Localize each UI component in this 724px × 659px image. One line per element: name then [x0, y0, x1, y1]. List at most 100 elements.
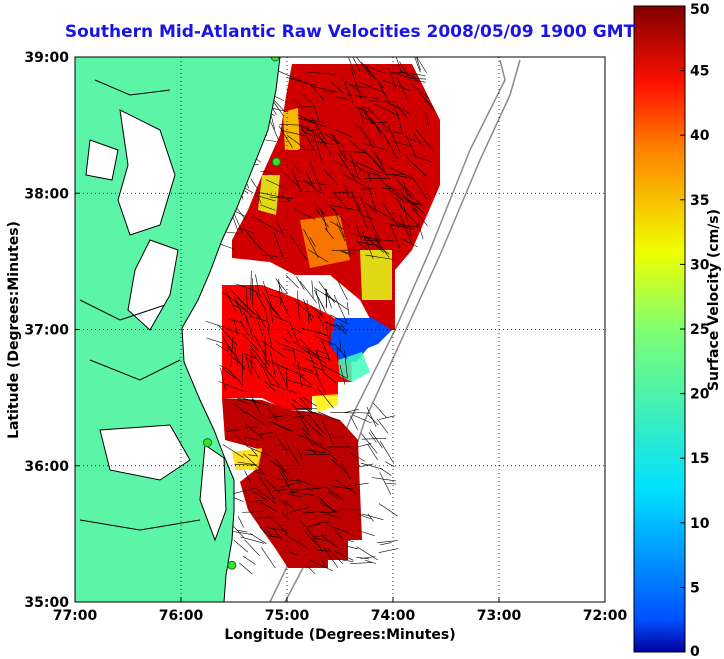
velocity-vector [297, 447, 303, 460]
velocity-vector [399, 70, 417, 80]
velocity-vector [362, 148, 381, 169]
velocity-vector [329, 205, 351, 229]
velocity-vector [222, 444, 244, 458]
velocity-vector [338, 509, 361, 511]
velocity-vector [285, 379, 312, 388]
velocity-vector [233, 213, 243, 233]
velocity-vector [374, 171, 394, 195]
velocity-vector [220, 367, 226, 392]
velocity-vector [308, 249, 328, 263]
velocity-vector [383, 134, 399, 161]
velocity-vector [392, 191, 405, 203]
velocity-vector [222, 291, 247, 310]
velocity-vector [374, 103, 399, 116]
velocity-vector [379, 440, 395, 464]
velocity-vector [290, 487, 310, 493]
velocity-vector [399, 189, 419, 213]
velocity-vector [281, 511, 289, 520]
velocity-vector [312, 442, 333, 454]
velocity-vector [228, 318, 242, 323]
velocity-vector [264, 380, 275, 391]
velocity-vector [339, 340, 342, 352]
velocity-vector [259, 526, 266, 535]
velocity-vector [350, 154, 359, 177]
velocity-vector [274, 458, 286, 473]
velocity-vector [365, 203, 376, 213]
velocity-vector [355, 161, 382, 174]
velocity-vector [396, 76, 409, 101]
velocity-vector [358, 107, 371, 109]
velocity-vector [259, 477, 275, 500]
velocity-vector [313, 537, 327, 542]
velocity-vector [310, 533, 323, 552]
velocity-vector [295, 180, 327, 186]
velocity-vector [253, 334, 267, 358]
velocity-vector [294, 209, 316, 220]
velocity-vector [367, 108, 388, 129]
velocity-vector [344, 408, 359, 414]
velocity-vector [231, 304, 248, 312]
velocity-vector [340, 323, 348, 333]
velocity-vector [375, 124, 381, 136]
velocity-vector [356, 556, 370, 560]
velocity-vector [330, 411, 356, 414]
velocity-vector [242, 511, 264, 513]
velocity-vector [389, 70, 411, 79]
velocity-vector [260, 171, 273, 173]
velocity-vector [334, 551, 354, 561]
velocity-vector [392, 174, 413, 179]
velocity-vector [377, 540, 398, 543]
velocity-vector [250, 489, 270, 502]
velocity-vector [419, 93, 434, 109]
velocity-vector [297, 106, 314, 108]
velocity-vector [342, 545, 359, 550]
velocity-vector [263, 366, 280, 386]
velocity-vector [348, 57, 356, 75]
velocity-vector [350, 562, 372, 564]
velocity-vector [279, 296, 290, 318]
velocity-vector [256, 192, 262, 204]
velocity-vector [273, 488, 299, 491]
velocity-vector [367, 513, 374, 522]
land-mass [75, 57, 281, 602]
velocity-vector [245, 287, 248, 313]
x-tick-label: 72:00 [583, 608, 628, 624]
velocity-vector [320, 207, 328, 233]
velocity-vector [262, 358, 288, 369]
velocity-vector [335, 324, 347, 335]
velocity-vector [381, 200, 400, 229]
velocity-vector [273, 232, 284, 258]
colorbar-tick-label: 40 [690, 128, 710, 144]
velocity-vector [278, 498, 287, 506]
chart-title: Southern Mid-Atlantic Raw Velocities 200… [64, 22, 636, 42]
velocity-vector [264, 308, 270, 330]
velocity-vector [344, 538, 354, 543]
velocity-vector [333, 528, 343, 539]
velocity-vector [294, 299, 315, 318]
velocity-vector [344, 350, 348, 379]
velocity-vector [236, 529, 248, 533]
velocity-vector [313, 334, 334, 346]
velocity-vector [301, 328, 327, 336]
velocity-vector [279, 169, 299, 187]
velocity-vector [312, 366, 325, 371]
velocity-vector [362, 142, 389, 151]
velocity-vector [350, 452, 365, 462]
velocity-vector [218, 381, 244, 392]
velocity-vector [287, 551, 298, 556]
velocity-vector [275, 362, 288, 387]
velocity-vector [376, 245, 390, 255]
velocity-vector [309, 83, 325, 101]
velocity-vector [311, 117, 326, 140]
velocity-vector [259, 431, 273, 436]
velocity-vector [352, 85, 368, 89]
velocity-vector [409, 82, 430, 99]
velocity-vector [319, 511, 340, 513]
velocity-vector [313, 132, 323, 165]
velocity-vector [317, 387, 334, 409]
velocity-vector [324, 293, 348, 310]
velocity-vector [335, 96, 350, 101]
velocity-vector [311, 280, 314, 299]
velocity-vector [307, 410, 319, 416]
velocity-vector [322, 420, 334, 445]
